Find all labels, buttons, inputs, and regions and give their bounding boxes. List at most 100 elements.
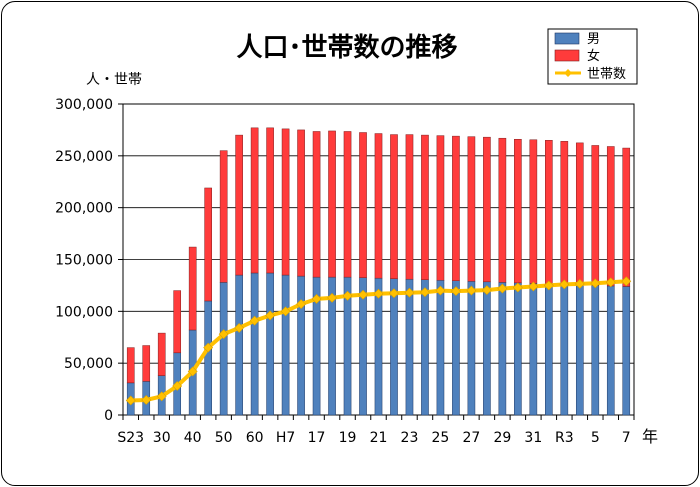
- bar-female: [467, 136, 476, 282]
- household-point: [621, 276, 632, 287]
- bar-female: [173, 290, 182, 354]
- bar-male: [250, 272, 259, 416]
- household-point: [358, 289, 368, 300]
- bar-female: [560, 141, 569, 285]
- bar-female: [483, 136, 491, 283]
- bar-male: [235, 274, 243, 416]
- x-tick-label: 23: [401, 430, 419, 446]
- bar-female: [529, 139, 538, 284]
- x-tick-label: 60: [246, 430, 264, 446]
- bar-female: [575, 142, 584, 286]
- x-tick-label: 30: [153, 430, 171, 446]
- axes: 0 50,000 100,000 150,000 200,000 250,000 300,0…: [55, 97, 635, 446]
- household-point: [249, 315, 260, 326]
- bar-female: [297, 129, 305, 277]
- household-point: [450, 286, 461, 297]
- y-tick-label: 300,000: [55, 97, 113, 113]
- x-tick-label: 21: [370, 430, 388, 446]
- bar-female: [545, 140, 553, 285]
- bar-male: [560, 284, 569, 416]
- household-point: [605, 277, 616, 288]
- legend-swatch-household-marker: [564, 69, 572, 77]
- household-point: [497, 283, 508, 294]
- household-point: [156, 391, 167, 402]
- household-point: [203, 342, 214, 353]
- bar-female: [266, 127, 274, 274]
- x-tick-label: 40: [184, 430, 202, 446]
- household-point: [342, 290, 353, 301]
- x-tick-label: 5: [591, 430, 600, 446]
- x-axis-label: 年: [642, 427, 658, 446]
- bar-male: [483, 281, 491, 416]
- bar-male: [529, 283, 538, 416]
- bar-female: [591, 145, 600, 286]
- y-tick-label: 50,000: [64, 356, 113, 372]
- bar-female: [436, 135, 445, 281]
- household-point: [125, 395, 136, 406]
- bar-female: [250, 127, 259, 274]
- bars: [126, 127, 631, 416]
- household-point: [296, 299, 307, 310]
- x-tick-label: R3: [555, 430, 574, 446]
- legend-label: 女: [587, 48, 600, 64]
- bar-male: [219, 282, 228, 416]
- bar-female: [219, 150, 228, 283]
- household-point: [481, 285, 492, 296]
- x-tick-label: 17: [308, 430, 326, 446]
- bar-male: [467, 281, 476, 416]
- bar-female: [622, 147, 631, 287]
- household-point: [373, 288, 384, 299]
- chart-title: 人口･世帯数の推移: [236, 33, 457, 63]
- x-tick-label: 29: [493, 430, 511, 446]
- bar-female: [390, 134, 398, 279]
- y-tick-label: 100,000: [55, 304, 113, 320]
- bar-female: [328, 130, 336, 278]
- bar-male: [498, 282, 507, 416]
- bar-male: [436, 279, 445, 416]
- x-tick-label: 50: [215, 430, 233, 446]
- legend-swatch-female: [554, 49, 580, 62]
- x-tick-label: H7: [276, 430, 295, 446]
- household-point: [327, 292, 337, 303]
- y-tick-label: 150,000: [55, 253, 113, 269]
- legend-label: 世帯数: [587, 67, 626, 82]
- bar-female: [281, 128, 290, 276]
- household-point: [466, 285, 477, 296]
- household-point: [187, 366, 198, 377]
- bar-male: [374, 277, 383, 416]
- bar-female: [312, 131, 321, 278]
- bar-female: [606, 146, 615, 287]
- y-tick-label: 0: [104, 408, 113, 424]
- bar-male: [204, 300, 212, 416]
- bar-male: [281, 274, 290, 416]
- bar-female: [142, 345, 151, 382]
- household-point: [265, 310, 276, 321]
- x-tick-label: 25: [432, 430, 450, 446]
- bar-male: [514, 282, 522, 416]
- y-axis-label: 人・世帯: [86, 72, 142, 88]
- legend-swatch-male: [554, 32, 580, 45]
- x-tick-label: S23: [117, 430, 144, 446]
- household-point: [590, 278, 601, 289]
- x-tick-label: 19: [339, 430, 357, 446]
- bar-female: [374, 133, 383, 279]
- x-tick-label: 7: [622, 430, 631, 446]
- bar-female: [452, 135, 460, 282]
- household-point: [528, 281, 539, 292]
- bar-female: [421, 134, 429, 280]
- bar-female: [235, 134, 243, 276]
- bar-male: [421, 279, 429, 416]
- household-point: [172, 381, 183, 391]
- bar-female: [498, 137, 507, 283]
- x-tick-label: 31: [524, 430, 542, 446]
- bar-male: [606, 285, 615, 416]
- household-point: [543, 280, 554, 291]
- household-point: [574, 278, 585, 289]
- x-tick-label: 27: [462, 430, 480, 446]
- y-tick-label: 200,000: [55, 201, 113, 217]
- bar-female: [188, 246, 197, 331]
- bar-male: [405, 278, 414, 416]
- bar-female: [157, 332, 166, 376]
- household-line: [125, 276, 632, 406]
